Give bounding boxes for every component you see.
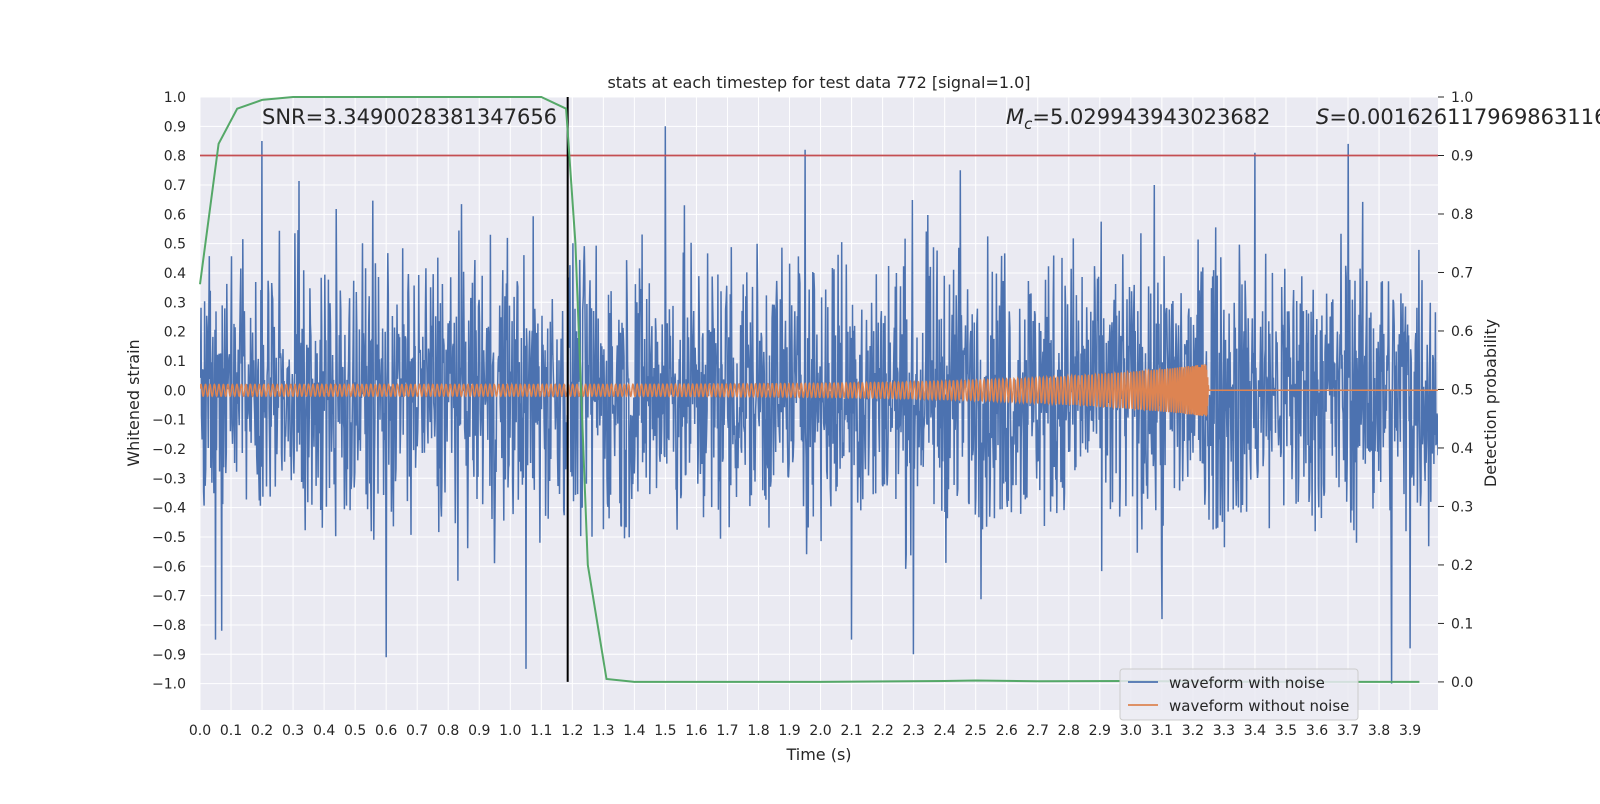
x-tick-label: 0.0 [189,723,211,739]
y-tick-label: −1.0 [152,677,186,693]
y2-tick-label: 1.0 [1451,90,1473,106]
x-tick-label: 1.1 [530,723,552,739]
y-axis-label: Whitened strain [124,339,143,466]
y-tick-label: −0.2 [152,442,186,458]
y2-tick-label: 0.3 [1451,499,1473,515]
x-tick-label: 3.1 [1151,723,1173,739]
x-tick-label: 2.6 [996,723,1018,739]
x-tick-label: 0.5 [344,723,366,739]
x-tick-label: 3.3 [1213,723,1235,739]
y2-tick-label: 0.9 [1451,148,1473,164]
snr-annotation: SNR=3.3490028381347656 [262,105,557,129]
y-tick-label: −0.4 [152,501,186,517]
y-tick-label: −0.9 [152,647,186,663]
x-tick-label: 2.4 [934,723,956,739]
x-tick-label: 2.3 [903,723,925,739]
x-tick-label: 1.4 [623,723,645,739]
s-annotation: S=0.0016261179698631166 [1316,105,1600,129]
x-tick-label: 0.1 [220,723,242,739]
x-tick-label: 3.4 [1244,723,1266,739]
chirp-mass-symbol: M [1006,105,1024,129]
s-symbol: S [1316,105,1329,129]
x-tick-label: 1.5 [654,723,676,739]
x-tick-label: 3.2 [1182,723,1204,739]
x-tick-label: 3.7 [1337,723,1359,739]
series-waveform-with-noise [200,126,1438,684]
chirp-mass-subscript: c [1024,115,1033,133]
y2-tick-label: 0.0 [1451,675,1473,691]
y-tick-label: −0.8 [152,618,186,634]
y-tick-label: −0.3 [152,471,186,487]
y-tick-label: 0.4 [164,266,186,282]
y2-tick-label: 0.1 [1451,616,1473,632]
x-tick-label: 0.8 [437,723,459,739]
x-tick-label: 3.0 [1120,723,1142,739]
x-tick-label: 1.7 [716,723,738,739]
y2-axis-label: Detection probability [1481,319,1500,487]
chirp-mass-value: =5.029943943023682 [1032,105,1270,129]
y-tick-label: −0.6 [152,559,186,575]
axes-layer: 0.0 0.1 0.2 0.3 0.4 0.5 0.6 0.7 0.8 0.9 1.0 1.1 1.2 1… [152,90,1473,739]
x-tick-label: 2.7 [1027,723,1049,739]
y-tick-label: −0.1 [152,413,186,429]
x-tick-label: 2.2 [871,723,893,739]
y2-tick-label: 0.6 [1451,324,1473,340]
y-tick-label: 0.2 [164,325,186,341]
series-waveform-without-noise [200,364,1438,417]
y2-tick-label: 0.7 [1451,265,1473,281]
x-tick-label: 3.8 [1368,723,1390,739]
y2-tick-label: 0.8 [1451,207,1473,223]
legend-label-noise: waveform with noise [1169,674,1325,692]
y-tick-label: 0.8 [164,149,186,165]
x-tick-label: 0.4 [313,723,335,739]
y-tick-label: 0.0 [164,383,186,399]
y-tick-label: −0.5 [152,530,186,546]
x-tick-label: 1.8 [747,723,769,739]
x-tick-label: 2.8 [1058,723,1080,739]
y-tick-label: 0.3 [164,295,186,311]
x-tick-label: 1.2 [561,723,583,739]
y-tick-label: 0.7 [164,178,186,194]
y2-tick-label: 0.2 [1451,558,1473,574]
x-tick-label: 0.6 [375,723,397,739]
x-tick-label: 2.5 [965,723,987,739]
chirp-mass-annotation: Mc=5.029943943023682 [1006,105,1270,133]
s-value: =0.0016261179698631166 [1329,105,1600,129]
y-tick-label: 0.6 [164,207,186,223]
x-tick-label: 2.9 [1089,723,1111,739]
y-tick-label: 0.5 [164,237,186,253]
y-tick-label: 1.0 [164,90,186,106]
legend-box [1119,668,1359,721]
legend: waveform with noise waveform without noi… [1119,668,1359,721]
x-tick-label: 2.1 [840,723,862,739]
x-tick-label: 2.0 [809,723,831,739]
data-layer [200,126,1438,684]
x-tick-label: 0.9 [468,723,490,739]
x-tick-label: 1.9 [778,723,800,739]
x-tick-label: 3.6 [1306,723,1328,739]
y-tick-label: 0.1 [164,354,186,370]
y2-tick-label: 0.4 [1451,441,1473,457]
x-tick-label: 3.9 [1399,723,1421,739]
x-tick-label: 0.7 [406,723,428,739]
x-tick-label: 0.3 [282,723,304,739]
y-tick-label: −0.7 [152,589,186,605]
x-tick-label: 1.0 [499,723,521,739]
y2-tick-label: 0.5 [1451,382,1473,398]
series-detection-probability [199,96,1420,683]
legend-label-clean: waveform without noise [1169,697,1349,715]
y-tick-label: 0.9 [164,119,186,135]
x-tick-label: 1.3 [592,723,614,739]
x-tick-label: 3.5 [1275,723,1297,739]
chart-title: stats at each timestep for test data 772… [607,73,1030,92]
x-axis-label: Time (s) [785,745,851,764]
x-tick-label: 0.2 [251,723,273,739]
x-tick-label: 1.6 [685,723,707,739]
